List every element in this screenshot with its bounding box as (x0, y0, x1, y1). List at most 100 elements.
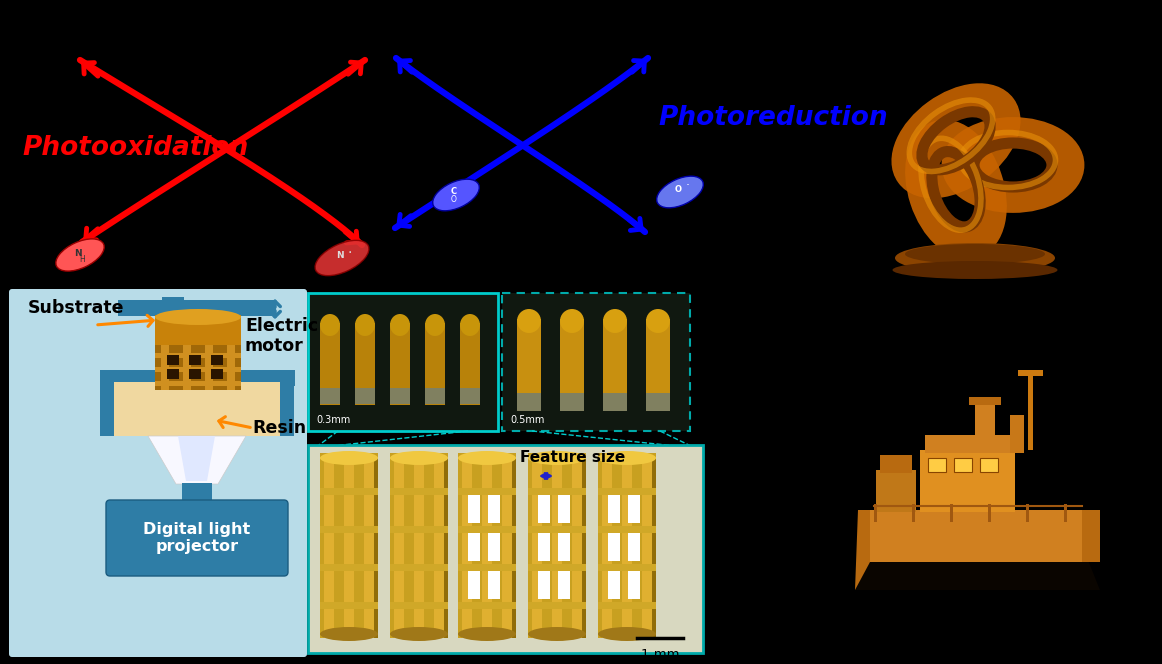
Ellipse shape (528, 451, 586, 465)
Bar (488, 495, 500, 523)
Bar (598, 488, 657, 495)
Text: 0.3mm: 0.3mm (316, 415, 350, 425)
Text: Resin: Resin (252, 419, 306, 437)
Bar (1028, 370, 1033, 450)
Bar (558, 533, 571, 561)
FancyBboxPatch shape (9, 289, 307, 657)
Text: ·: · (347, 246, 352, 260)
Ellipse shape (390, 314, 410, 336)
Bar (608, 533, 621, 561)
Bar (211, 369, 223, 379)
Bar (572, 458, 582, 638)
Bar (880, 455, 912, 473)
Bar (425, 323, 445, 405)
Text: 1 mm: 1 mm (640, 648, 680, 661)
Bar (320, 564, 378, 571)
Bar (876, 470, 916, 512)
Ellipse shape (390, 627, 449, 641)
Bar (925, 435, 1010, 453)
Bar (954, 458, 971, 472)
Bar (162, 297, 184, 377)
Bar (627, 571, 640, 599)
Bar (390, 526, 449, 533)
Ellipse shape (432, 179, 479, 211)
Bar (1026, 504, 1030, 522)
Text: N: N (74, 248, 81, 258)
Bar (320, 602, 378, 609)
Ellipse shape (320, 314, 340, 336)
Bar (517, 393, 541, 411)
Text: Digital light
projector: Digital light projector (143, 522, 251, 554)
Bar (100, 386, 114, 436)
Bar (356, 388, 375, 404)
Ellipse shape (315, 240, 370, 276)
Ellipse shape (598, 627, 657, 641)
Bar (390, 488, 449, 495)
Bar (414, 458, 424, 638)
Bar (928, 458, 946, 472)
Bar (364, 458, 374, 638)
Ellipse shape (603, 309, 627, 333)
Text: Electric
motor: Electric motor (245, 317, 318, 355)
Bar (969, 397, 1000, 405)
Bar (468, 495, 480, 523)
Bar (560, 319, 584, 407)
Bar (528, 453, 586, 638)
Bar (155, 367, 241, 372)
Ellipse shape (56, 239, 105, 271)
Bar (100, 370, 295, 386)
Ellipse shape (320, 451, 378, 465)
Bar (344, 458, 354, 638)
Bar (488, 571, 500, 599)
Bar (502, 458, 512, 638)
Bar (603, 319, 627, 407)
Bar (505, 458, 516, 638)
Bar (182, 345, 191, 390)
Bar (1064, 504, 1067, 522)
Text: Photoreduction: Photoreduction (658, 105, 888, 131)
Bar (874, 504, 877, 522)
Text: 0.5mm: 0.5mm (510, 415, 544, 425)
Bar (320, 526, 378, 533)
Bar (458, 488, 516, 495)
Bar (320, 323, 340, 405)
Bar (528, 564, 586, 571)
Bar (182, 483, 211, 505)
Bar (155, 315, 241, 350)
Bar (425, 388, 445, 404)
Bar (980, 458, 998, 472)
Bar (538, 533, 550, 561)
Text: O: O (674, 185, 681, 193)
Bar (155, 381, 241, 386)
Text: Photooxidation: Photooxidation (22, 135, 249, 161)
Text: ·: · (686, 179, 690, 193)
Bar (1010, 415, 1024, 453)
Bar (458, 602, 516, 609)
Bar (870, 510, 1085, 562)
Ellipse shape (892, 261, 1057, 279)
Ellipse shape (425, 314, 445, 336)
Bar (988, 504, 991, 522)
Bar (119, 300, 277, 316)
Bar (951, 504, 953, 522)
Bar (558, 571, 571, 599)
Bar (528, 488, 586, 495)
Polygon shape (148, 436, 246, 484)
Bar (155, 345, 241, 390)
Bar (433, 458, 444, 638)
Bar (598, 564, 657, 571)
Bar (920, 450, 1014, 512)
Bar (1018, 370, 1043, 376)
Bar (975, 400, 995, 452)
Text: C: C (451, 187, 457, 195)
Bar (528, 526, 586, 533)
FancyBboxPatch shape (308, 293, 498, 431)
Bar (558, 495, 571, 523)
Bar (560, 393, 584, 411)
Ellipse shape (155, 309, 241, 325)
FancyBboxPatch shape (106, 500, 288, 576)
Text: Feature size: Feature size (521, 450, 625, 465)
Bar (189, 369, 201, 379)
Bar (598, 602, 657, 609)
Text: H: H (79, 256, 85, 264)
